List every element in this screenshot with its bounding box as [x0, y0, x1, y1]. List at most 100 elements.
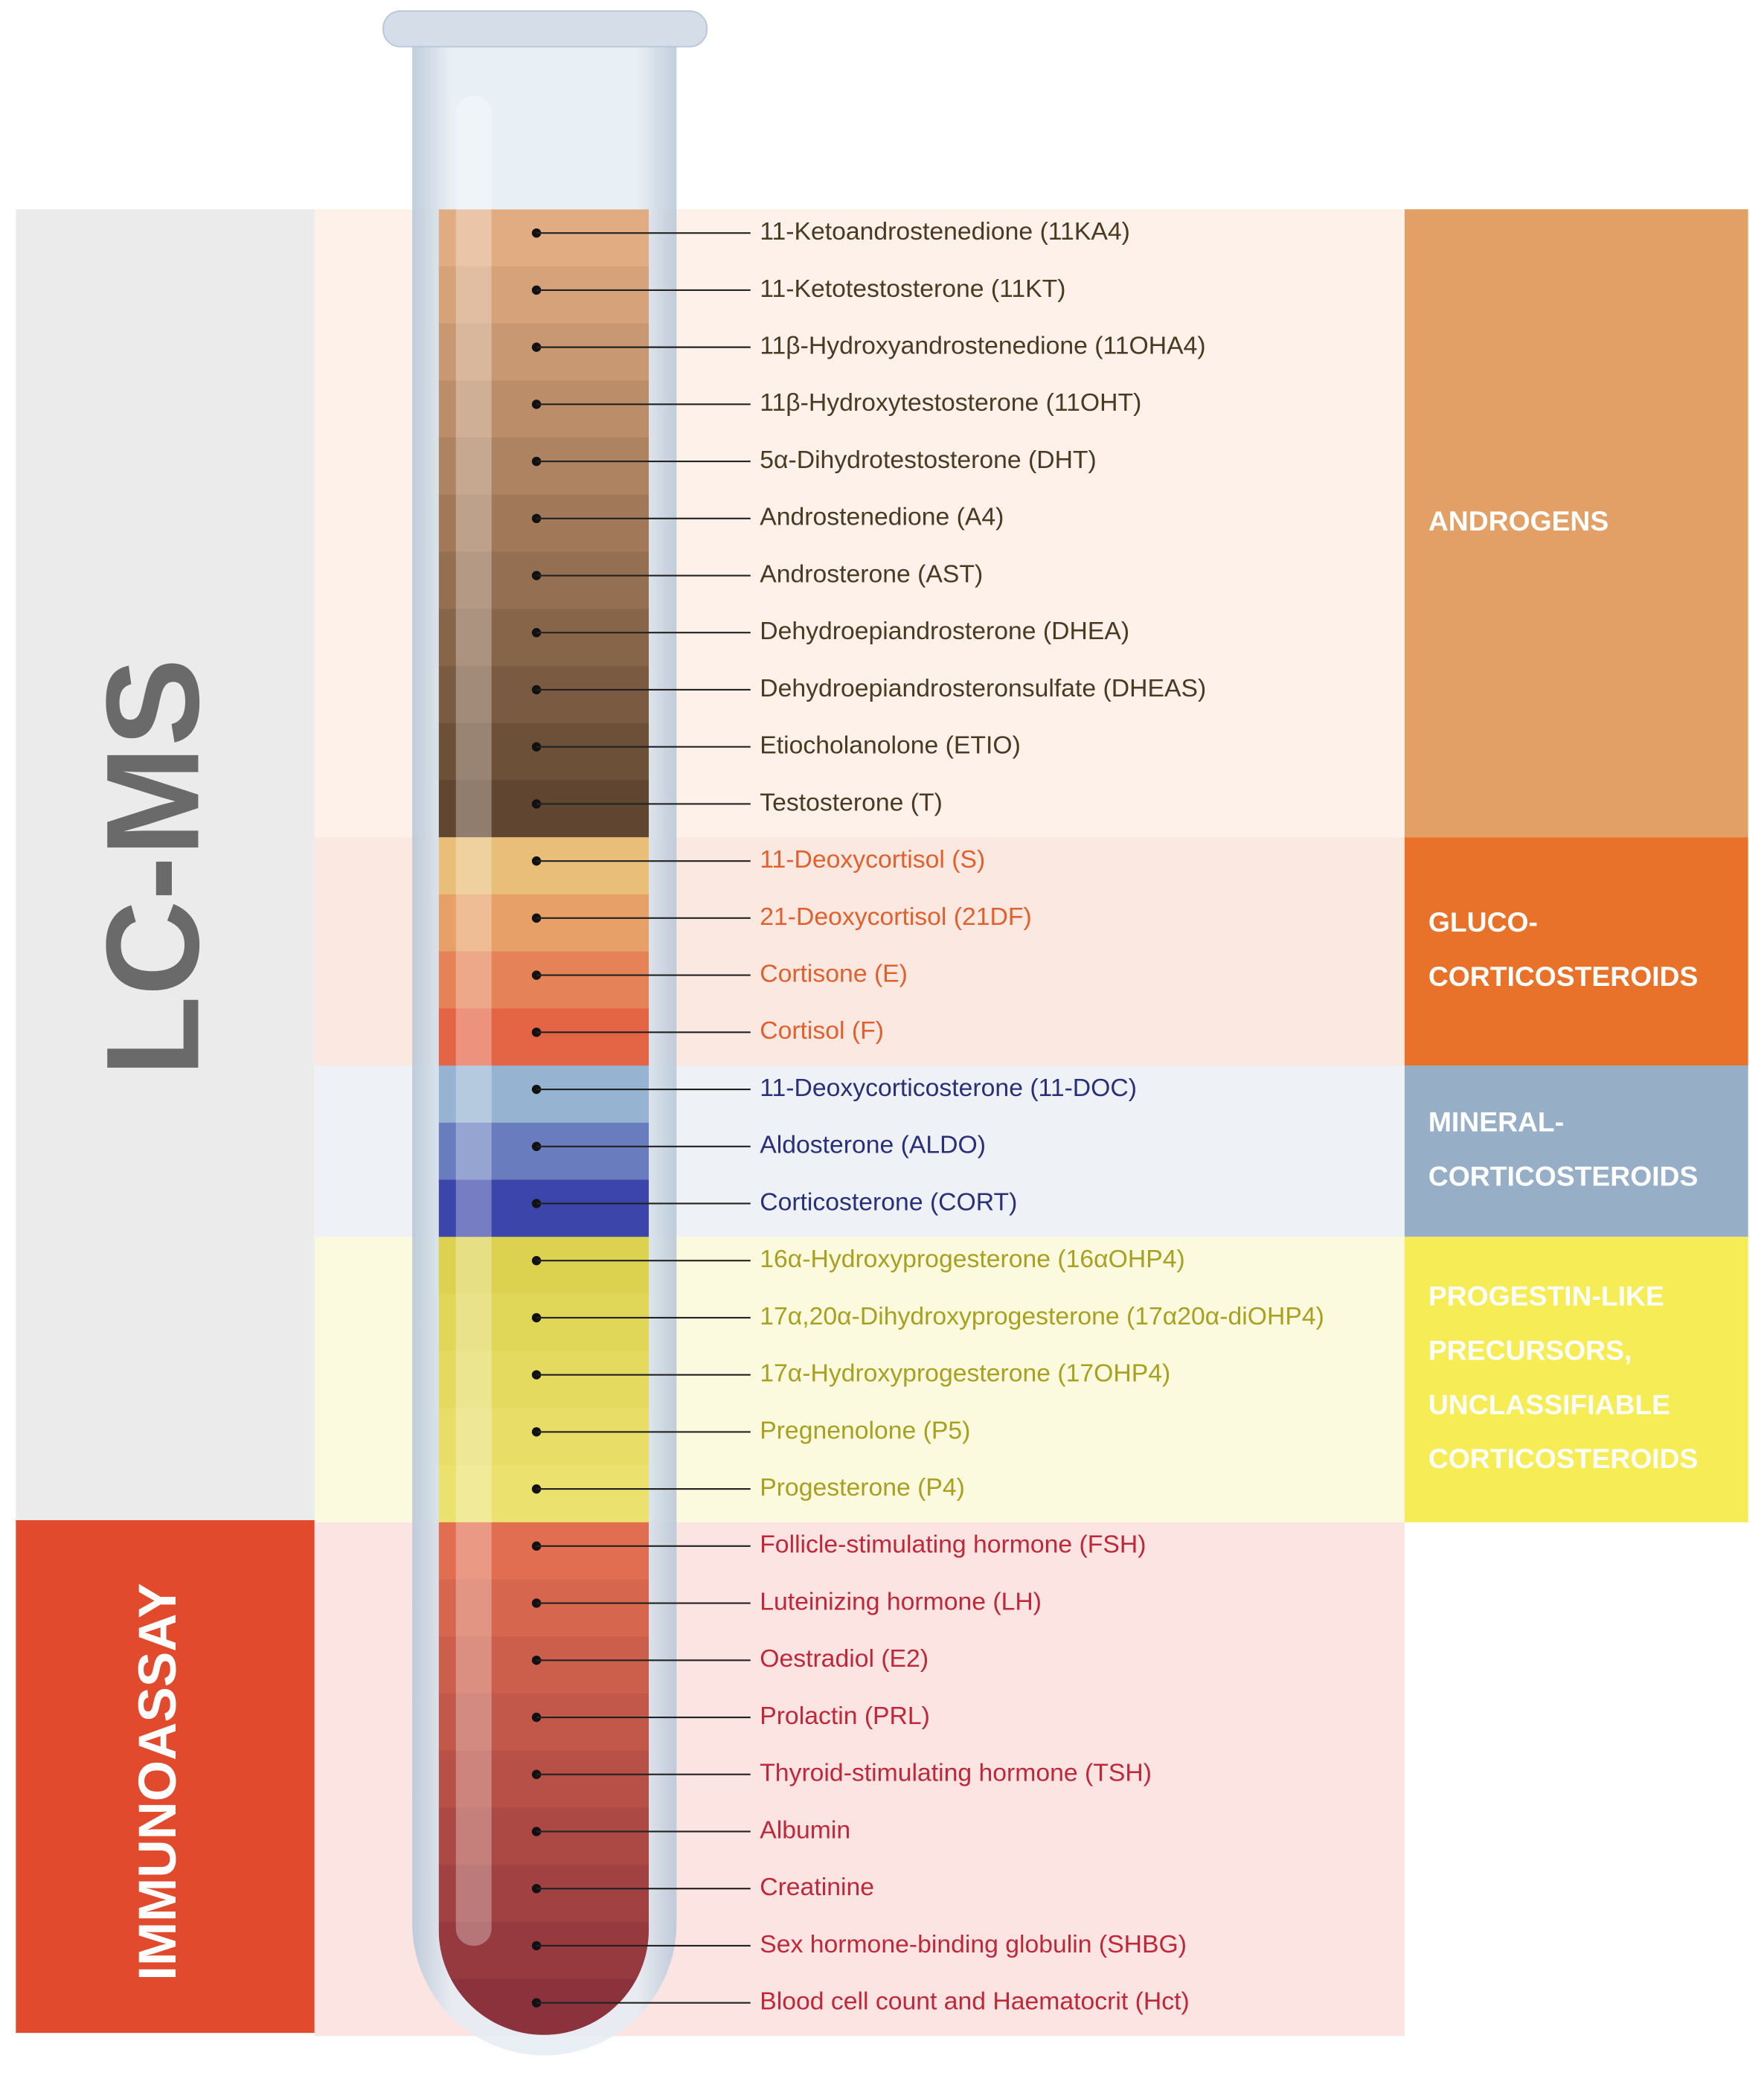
dot — [531, 1084, 542, 1095]
item-label: Albumin — [760, 1816, 850, 1844]
liquid-segment — [438, 1066, 650, 1124]
dot — [531, 628, 542, 638]
group-box — [1404, 837, 1748, 1066]
item-label: Cortisone (E) — [760, 959, 908, 987]
group-label: PROGESTIN-LIKE — [1428, 1281, 1664, 1312]
dot — [531, 1141, 542, 1151]
liquid-segment — [438, 380, 650, 438]
liquid-segment — [438, 1522, 650, 1580]
liquid-segment — [438, 209, 650, 267]
item-label: 11β-Hydroxyandrostenedione (11OHA4) — [760, 332, 1205, 360]
item-label: Etiocholanolone (ETIO) — [760, 731, 1021, 760]
liquid-segment — [438, 1750, 650, 1809]
immunoassay-band — [16, 1520, 315, 2034]
dot — [531, 1255, 542, 1266]
dot — [531, 1427, 542, 1437]
liquid-segment — [438, 609, 650, 667]
group-label: GLUCO- — [1428, 906, 1538, 938]
liquid-segment — [438, 1408, 650, 1467]
liquid-segment — [438, 837, 650, 895]
dot — [531, 1827, 542, 1836]
dot — [531, 685, 542, 695]
item-label: Luteinizing hormone (LH) — [760, 1587, 1042, 1615]
liquid-segment — [438, 551, 650, 610]
dot — [531, 1541, 542, 1551]
dot — [531, 1883, 542, 1894]
liquid-segment — [438, 1865, 650, 1923]
item-label: 11-Ketotestosterone (11KT) — [760, 275, 1065, 303]
group-label: CORTICOSTEROIDS — [1428, 1160, 1698, 1191]
liquid-segment — [438, 1921, 650, 1980]
liquid-segment — [438, 323, 650, 382]
dot — [531, 742, 542, 752]
dot — [531, 1712, 542, 1723]
item-label: Prolactin (PRL) — [760, 1702, 930, 1730]
liquid-segment — [438, 951, 650, 1010]
dot — [531, 1769, 542, 1779]
item-label: Pregnenolone (P5) — [760, 1416, 970, 1444]
dot — [531, 856, 542, 866]
item-label: 11-Deoxycorticosterone (11-DOC) — [760, 1074, 1137, 1102]
liquid-segment — [438, 266, 650, 324]
item-label: 21-Deoxycortisol (21DF) — [760, 903, 1032, 931]
item-label: Progesterone (P4) — [760, 1473, 965, 1502]
tube-rim — [382, 10, 708, 48]
liquid-segment — [438, 1465, 650, 1523]
dot — [531, 799, 542, 809]
immunoassay-label: IMMUNOASSAY — [129, 1583, 187, 1981]
liquid-segment — [438, 1122, 650, 1181]
item-label: 11-Ketoandrostenedione (11KA4) — [760, 217, 1130, 246]
dot — [531, 513, 542, 524]
item-label: 11β-Hydroxytestosterone (11OHT) — [760, 388, 1141, 417]
liquid-segment — [438, 1237, 650, 1295]
dot — [531, 1656, 542, 1665]
item-label: Androstenedione (A4) — [760, 503, 1004, 531]
dot — [531, 913, 542, 923]
dot — [531, 285, 542, 295]
group-label: CORTICOSTEROIDS — [1428, 1443, 1698, 1474]
item-label: 5α-Dihydrotestosterone (DHT) — [760, 446, 1097, 474]
liquid-segment — [438, 722, 650, 781]
lcms-band — [16, 209, 315, 1521]
liquid-segment — [438, 1179, 650, 1238]
group-label: CORTICOSTEROIDS — [1428, 961, 1698, 992]
item-label: Follicle-stimulating hormone (FSH) — [760, 1531, 1146, 1559]
liquid-segment — [438, 1694, 650, 1752]
dot — [531, 1941, 542, 1951]
item-label: Testosterone (T) — [760, 788, 943, 816]
liquid-segment — [438, 438, 650, 496]
item-label: Creatinine — [760, 1873, 874, 1901]
item-label: Dehydroepiandrosterone (DHEA) — [760, 617, 1129, 645]
dot — [531, 1598, 542, 1608]
liquid-segment — [438, 1293, 650, 1352]
item-label: 16α-Hydroxyprogesterone (16αOHP4) — [760, 1245, 1185, 1273]
liquid-segment — [438, 1008, 650, 1066]
group-label: ANDROGENS — [1428, 505, 1609, 536]
liquid-segment — [438, 894, 650, 952]
dot — [531, 970, 542, 980]
liquid-segment — [438, 780, 650, 839]
dot — [531, 1998, 542, 2008]
dot — [531, 1199, 542, 1208]
liquid-segment — [438, 1351, 650, 1409]
dot — [531, 228, 542, 238]
group-label: PRECURSORS, — [1428, 1334, 1632, 1365]
item-label: 17α,20α-Dihydroxyprogesterone (17α20α-di… — [760, 1302, 1324, 1330]
liquid-segment — [438, 494, 650, 553]
item-label: 17α-Hydroxyprogesterone (17OHP4) — [760, 1359, 1170, 1388]
liquid-segment — [438, 1579, 650, 1638]
dot — [531, 1028, 542, 1037]
tube-highlight — [455, 95, 492, 1946]
item-label: Thyroid-stimulating hormone (TSH) — [760, 1759, 1152, 1787]
item-label: Androsterone (AST) — [760, 560, 983, 588]
liquid-segment — [438, 1807, 650, 1866]
dot — [531, 571, 542, 580]
dot — [531, 342, 542, 352]
item-label: Oestradiol (E2) — [760, 1644, 928, 1673]
group-box — [1404, 1066, 1748, 1237]
dot — [531, 1313, 542, 1323]
dot — [531, 1484, 542, 1494]
lcms-label: LC-MS — [78, 659, 226, 1077]
dot — [531, 1370, 542, 1380]
